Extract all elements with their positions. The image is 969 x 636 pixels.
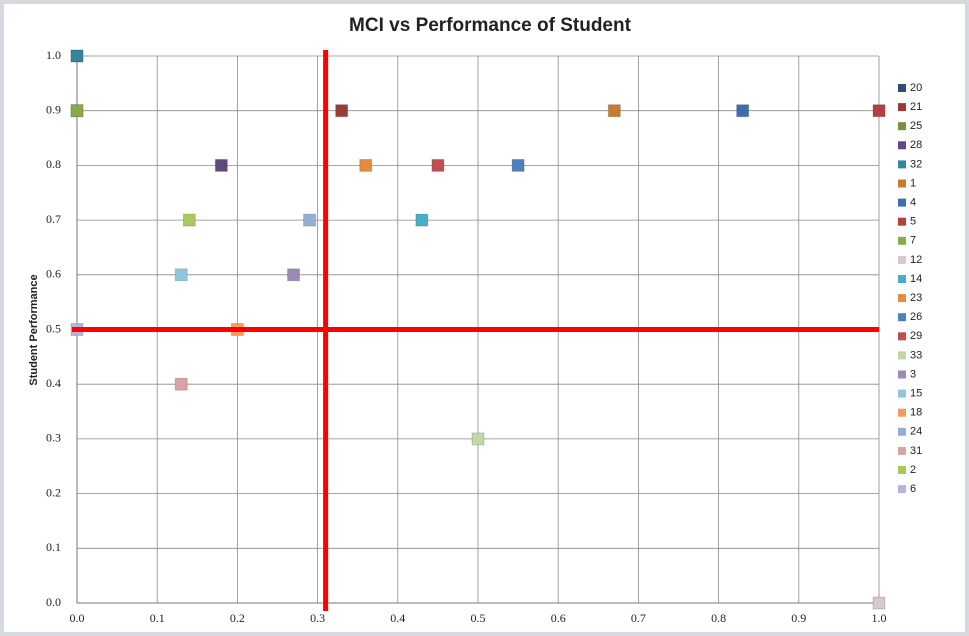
legend-swatch xyxy=(898,179,906,188)
legend-swatch xyxy=(898,446,906,455)
scatter-point xyxy=(70,49,84,63)
legend-swatch xyxy=(898,217,906,226)
x-tick-label: 1.0 xyxy=(872,611,887,625)
chart-background xyxy=(4,4,965,632)
x-tick-label: 0.9 xyxy=(791,611,806,625)
y-tick-label: 0.3 xyxy=(46,431,61,445)
y-tick-label: 0.4 xyxy=(46,376,61,390)
x-tick-label: 0.1 xyxy=(150,611,165,625)
scatter-point xyxy=(872,104,886,118)
legend-swatch xyxy=(898,236,906,245)
legend-label: 4 xyxy=(910,197,916,209)
legend-swatch xyxy=(898,466,906,474)
x-tick-label: 0.4 xyxy=(390,611,405,625)
scatter-point xyxy=(214,158,228,172)
legend-label: 15 xyxy=(910,388,922,400)
x-tick-label: 0.8 xyxy=(711,611,726,625)
y-tick-label: 0.0 xyxy=(46,595,61,609)
scatter-point xyxy=(607,104,621,118)
x-tick-label: 0.5 xyxy=(471,611,486,625)
legend-swatch xyxy=(898,103,906,112)
legend-swatch xyxy=(898,122,906,131)
legend-label: 28 xyxy=(910,139,922,151)
scatter-point xyxy=(872,596,886,610)
scatter-point xyxy=(359,158,373,172)
y-tick-label: 1.0 xyxy=(46,48,61,62)
chart-title: MCI vs Performance of Student xyxy=(349,15,632,36)
scatter-point xyxy=(736,104,750,118)
legend-label: 5 xyxy=(910,216,916,228)
scatter-point xyxy=(415,213,429,227)
scatter-point xyxy=(174,268,188,282)
scatter-point xyxy=(335,104,349,118)
legend-swatch xyxy=(898,408,906,417)
y-tick-label: 0.9 xyxy=(46,102,61,116)
legend-swatch xyxy=(898,351,906,360)
x-tick-label: 0.7 xyxy=(631,611,646,625)
legend-label: 6 xyxy=(910,483,916,495)
legend-label: 18 xyxy=(910,407,922,419)
legend-label: 12 xyxy=(910,254,922,266)
x-tick-label: 0.2 xyxy=(230,611,245,625)
scatter-point xyxy=(70,104,84,118)
legend-label: 23 xyxy=(910,292,922,304)
y-axis-label: Student Performance xyxy=(28,274,40,385)
legend-label: 1 xyxy=(910,177,916,189)
legend-swatch xyxy=(898,313,906,322)
scatter-point xyxy=(174,377,188,391)
scatter-point xyxy=(182,213,196,227)
y-tick-label: 0.7 xyxy=(46,212,61,226)
legend-label: 29 xyxy=(910,330,922,342)
y-tick-label: 0.5 xyxy=(46,321,61,335)
legend-swatch xyxy=(898,427,906,436)
legend-swatch xyxy=(898,160,906,169)
legend-label: 14 xyxy=(910,273,922,285)
legend-swatch xyxy=(898,332,906,341)
legend-label: 31 xyxy=(910,445,922,457)
legend-swatch xyxy=(898,84,906,92)
x-tick-label: 0.3 xyxy=(310,611,325,625)
legend-swatch xyxy=(898,141,906,150)
scatter-point xyxy=(431,158,445,172)
legend-label: 25 xyxy=(910,120,922,132)
legend-swatch xyxy=(898,370,906,379)
legend-swatch xyxy=(898,198,906,207)
x-tick-label: 0.0 xyxy=(70,611,85,625)
scatter-point xyxy=(471,432,485,446)
legend-label: 20 xyxy=(910,82,922,94)
y-tick-label: 0.6 xyxy=(46,267,61,281)
y-tick-label: 0.1 xyxy=(46,540,61,554)
legend-label: 32 xyxy=(910,158,922,170)
scatter-point xyxy=(287,268,301,282)
legend-label: 26 xyxy=(910,311,922,323)
legend-swatch xyxy=(898,275,906,283)
legend-swatch xyxy=(898,389,906,398)
legend-label: 21 xyxy=(910,101,922,113)
scatter-point xyxy=(511,158,525,172)
y-tick-label: 0.8 xyxy=(46,157,61,171)
legend-label: 33 xyxy=(910,349,922,361)
legend-label: 24 xyxy=(910,426,922,438)
x-tick-label: 0.6 xyxy=(551,611,566,625)
legend-swatch xyxy=(898,485,906,494)
legend-swatch xyxy=(898,294,906,303)
legend-label: 3 xyxy=(910,368,916,380)
legend-swatch xyxy=(898,255,906,264)
scatter-point xyxy=(303,213,317,227)
legend-label: 7 xyxy=(910,235,916,247)
y-tick-label: 0.2 xyxy=(46,485,61,499)
legend-label: 2 xyxy=(910,464,916,476)
